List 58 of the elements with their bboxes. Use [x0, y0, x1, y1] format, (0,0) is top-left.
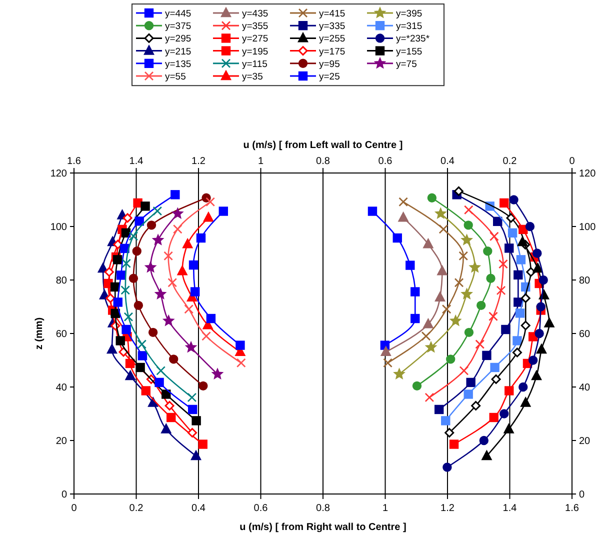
x2-tick-label: 1.6 — [67, 156, 82, 167]
y-tick-label: 0 — [61, 490, 68, 500]
legend-label: y=35 — [242, 72, 263, 82]
legend-label: y=355 — [242, 21, 268, 32]
x-tick-label: 0.4 — [192, 503, 206, 514]
y2-tick-label: 120 — [579, 168, 596, 180]
x2-tick-label: 1.4 — [129, 156, 144, 167]
x-tick-label: 0.8 — [316, 503, 330, 514]
legend-label: y=195 — [242, 46, 268, 58]
y2-tick-label: 40 — [579, 382, 591, 394]
legend-label: y=395 — [396, 8, 422, 20]
x2-tick-label: 0.4 — [440, 156, 455, 167]
y2-tick-label: 60 — [579, 329, 591, 340]
y-tick-label: 60 — [56, 329, 68, 340]
legend-label: y=445 — [165, 8, 192, 20]
y2-tick-label: 20 — [579, 436, 591, 447]
legend-label: y=*235* — [396, 34, 430, 45]
legend-label: y=375 — [165, 21, 192, 32]
legend-label: y=155 — [396, 46, 422, 58]
x-tick-label: 1.6 — [565, 503, 580, 514]
x-tick-label: 1 — [382, 503, 388, 514]
legend-label: y=75 — [396, 58, 417, 70]
legend-label: y=415 — [319, 8, 346, 20]
x2-tick-label: 0.6 — [378, 156, 393, 167]
legend-label: y=175 — [319, 46, 346, 58]
legend-label: y=215 — [165, 46, 192, 58]
x-tick-label: 0.2 — [129, 503, 144, 514]
x2-tick-label: 1.2 — [192, 156, 206, 167]
y2-tick-label: 100 — [579, 222, 596, 233]
y2-tick-label: 0 — [579, 490, 585, 500]
legend-label: y=315 — [396, 21, 422, 32]
y-tick-label: 100 — [50, 222, 68, 233]
y-tick-label: 80 — [56, 276, 68, 286]
y-tick-label: 40 — [56, 382, 68, 394]
x-axis-title: u (m/s) [ from Right wall to Centre ] — [240, 522, 406, 533]
y-axis-title: z (mm) — [34, 317, 45, 350]
x2-tick-label: 0.2 — [502, 156, 518, 167]
legend-label: y=435 — [242, 8, 268, 20]
legend-label: y=335 — [319, 21, 346, 32]
legend-label: y=255 — [319, 34, 346, 45]
legend-label: y=275 — [242, 34, 268, 45]
legend-label: y=55 — [165, 72, 186, 82]
y-tick-label: 20 — [56, 436, 68, 447]
legend-label: y=295 — [165, 34, 192, 45]
x-tick-label: 0 — [71, 503, 78, 514]
y-tick-label: 120 — [50, 168, 68, 180]
x-tick-label: 1.2 — [440, 503, 455, 514]
legend-label: y=135 — [165, 58, 192, 70]
x-tick-label: 1.4 — [502, 503, 518, 514]
y2-tick-label: 80 — [579, 276, 591, 286]
legend-label: y=25 — [319, 72, 340, 82]
x-tick-label: 0.6 — [254, 503, 268, 514]
legend-label: y=115 — [242, 58, 268, 70]
x2-tick-label: 0.8 — [316, 156, 330, 167]
x2-tick-label: 0 — [569, 156, 576, 167]
legend-label: y=95 — [319, 58, 340, 70]
x2-axis-title: u (m/s) [ from Left wall to Centre ] — [243, 140, 403, 151]
x2-tick-label: 1 — [258, 156, 264, 167]
